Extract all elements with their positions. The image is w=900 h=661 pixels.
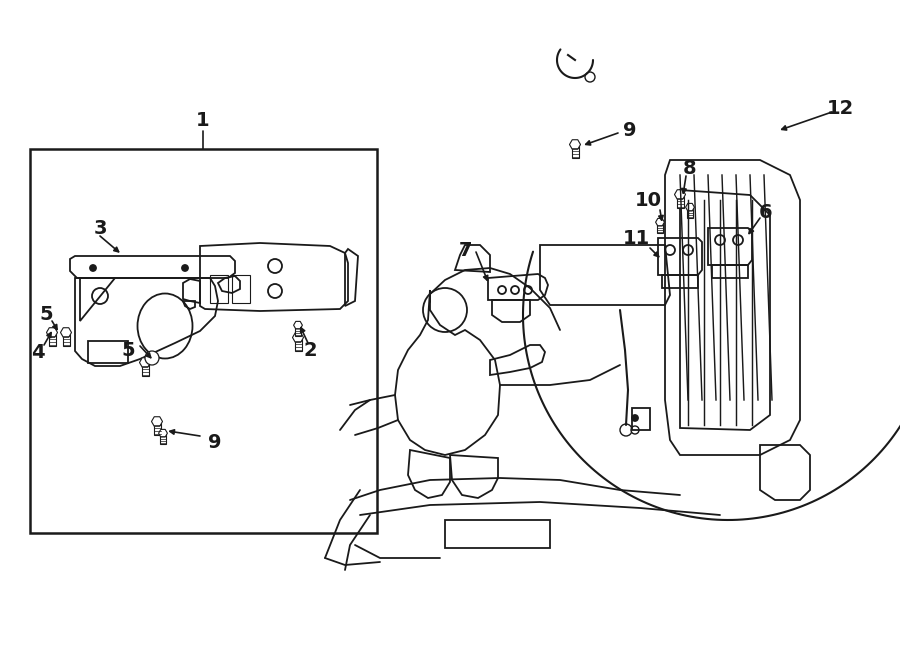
Circle shape [145,351,159,365]
Text: 5: 5 [40,305,53,323]
Bar [49,334,56,346]
Text: 7: 7 [459,241,472,260]
Text: 5: 5 [122,342,135,360]
Text: 12: 12 [826,98,853,118]
Bar [62,334,69,346]
Text: 10: 10 [634,190,662,210]
Bar [294,338,302,351]
Circle shape [632,415,638,421]
Bar [572,145,579,158]
Text: 3: 3 [94,219,107,239]
Bar [210,275,228,303]
Bar [160,434,166,444]
Text: 1: 1 [196,112,210,130]
Circle shape [585,72,595,82]
Text: 6: 6 [760,202,773,221]
Text: 8: 8 [683,159,697,178]
Text: 11: 11 [623,229,650,247]
Bar [688,208,693,218]
Circle shape [620,424,632,436]
Text: 2: 2 [303,342,317,360]
Bar [30,149,377,533]
Bar [677,196,683,208]
Bar [295,326,301,336]
Text: 9: 9 [623,120,637,139]
Circle shape [631,426,639,434]
Circle shape [90,265,96,271]
Text: 9: 9 [208,434,221,453]
Bar [154,422,160,435]
Bar [141,364,149,376]
Bar [657,223,662,233]
Text: 4: 4 [32,344,45,362]
Bar [232,275,250,303]
Circle shape [182,265,188,271]
Bar [88,341,128,363]
